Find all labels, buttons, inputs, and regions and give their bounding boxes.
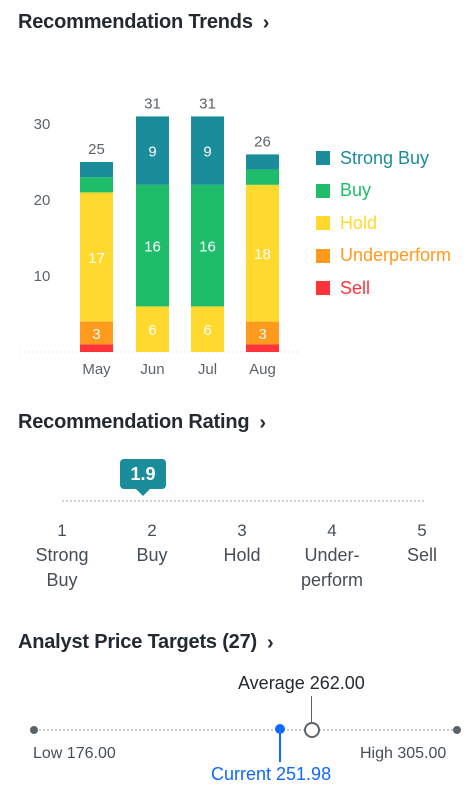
rating-scale-label: Buy [136,545,168,565]
bar-segment-value-label: 17 [88,250,105,267]
bar-segment-value-label: 9 [203,144,211,161]
chevron-right-icon: › [262,11,270,34]
rating-scale-number: 2 [147,521,157,540]
x-category-label: Jul [198,361,217,378]
bar-total-label: 25 [88,141,105,158]
current-price-label: Current 251.98 [211,764,332,784]
legend-swatch [316,248,330,263]
bar-segment-value-label: 18 [254,246,271,263]
low-target-label: Low 176.00 [33,745,116,762]
bar-segment-buy [80,177,113,193]
bar-segment-strong-buy [80,162,113,178]
y-tick-label: 10 [34,268,51,285]
legend-item-sell: Sell [316,272,451,305]
bar-total-label: 31 [199,95,216,112]
legend-swatch [316,151,330,166]
analyst-price-targets-header[interactable]: Analyst Price Targets (27) › [18,631,274,654]
current-price-stem [279,734,281,762]
bar-segment-buy [246,169,279,185]
rating-scale-item: 1 Strong Buy [12,518,112,593]
legend-label: Buy [340,180,372,201]
x-category-label: May [82,361,111,378]
recommendation-trends-title: Recommendation Trends [18,11,253,33]
bar-segment-strong-buy [191,116,224,185]
x-category-label: Aug [249,361,276,378]
price-target-range-line [34,729,457,731]
bar-segment-strong-buy [136,116,169,185]
average-target-label: Average 262.00 [238,673,365,693]
legend-label: Hold [340,212,378,233]
bar-segment-value-label: 6 [203,322,211,339]
legend-item-strong-buy: Strong Buy [316,142,451,175]
rating-scale-item: 5 Sell [372,518,472,568]
bar-segment-hold [80,192,113,322]
average-target-stem [311,696,312,722]
chart-legend: Strong Buy Buy Hold Underperform Sell [316,142,451,305]
rating-scale-number: 4 [327,521,337,540]
bar-segment-buy [191,184,224,307]
rating-scale-item: 2 Buy [102,518,202,568]
rating-scale-line [62,500,424,502]
legend-swatch [316,216,330,231]
legend-label: Underperform [340,245,452,266]
bar-segment-hold [246,184,279,322]
high-target-dot [453,726,461,734]
low-target-dot [30,726,38,734]
legend-swatch [316,281,330,296]
rating-scale-item: 3 Hold [192,518,292,568]
rating-scale-label: Hold [223,545,261,565]
bar-segment-underperform [80,321,113,345]
bar-segment-value-label: 6 [148,322,156,339]
high-target-label: High 305.00 [360,745,447,762]
analyst-price-targets-title: Analyst Price Targets (27) [18,631,257,653]
rating-scale-number: 1 [57,521,67,540]
y-tick-label: 30 [34,116,51,133]
rating-scale-label: Sell [406,545,437,565]
bar-segment-value-label: 16 [199,239,216,256]
legend-swatch [316,183,330,198]
chevron-right-icon: › [266,631,274,654]
bar-segment-sell [80,344,113,352]
y-tick-label: 20 [34,192,51,209]
bar-segment-hold [191,306,224,352]
legend-item-buy: Buy [316,175,451,208]
recommendation-rating-title: Recommendation Rating [18,411,250,433]
bar-segment-strong-buy [246,154,279,170]
bar-segment-buy [136,184,169,307]
rating-scale-number: 5 [417,521,427,540]
bar-segment-value-label: 3 [92,326,100,343]
bar-segment-value-label: 16 [144,239,161,256]
legend-item-underperform: Underperform [316,240,451,273]
legend-label: Strong Buy [340,147,430,168]
recommendation-rating-header[interactable]: Recommendation Rating › [18,411,266,434]
rating-scale-label: Under-perform [300,545,363,590]
legend-item-hold: Hold [316,207,451,240]
rating-value-badge: 1.9 [120,459,166,496]
x-category-label: Jun [140,361,164,378]
bar-segment-underperform [246,321,279,345]
current-price-marker [275,724,285,734]
bar-segment-hold [136,306,169,352]
recommendation-trends-chart: 10 20 30 3 17 25 May 6 16 9 31 Jun 6 16 9 31 Jul 3 18 26 Aug [20,95,300,378]
bar-segment-value-label: 9 [148,144,156,161]
chevron-right-icon: › [259,411,266,434]
bar-total-label: 31 [144,95,161,112]
rating-scale-number: 3 [237,521,247,540]
rating-scale-item: 4 Under-perform [282,518,382,593]
average-target-marker [304,722,320,738]
rating-scale-label: Strong Buy [35,545,89,590]
bar-segment-value-label: 3 [258,326,266,343]
legend-label: Sell [340,277,371,298]
bar-segment-sell [246,344,279,352]
bar-total-label: 26 [254,133,271,150]
recommendation-trends-header[interactable]: Recommendation Trends › [18,11,269,34]
